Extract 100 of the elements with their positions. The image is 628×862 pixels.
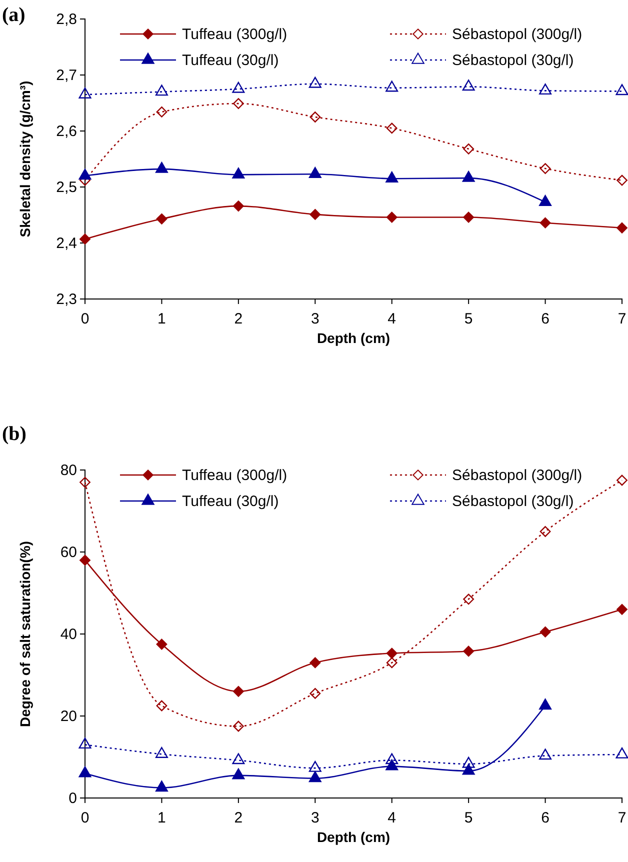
point — [386, 657, 398, 668]
legend-label: Sébastopol (30g/l) — [452, 493, 574, 510]
point — [463, 212, 474, 223]
point — [463, 143, 474, 154]
point — [78, 766, 92, 778]
x-tick-label: 2 — [234, 310, 243, 328]
x-tick-label: 3 — [310, 310, 320, 328]
point — [616, 174, 628, 186]
x-tick-label: 6 — [541, 810, 550, 826]
point — [463, 594, 474, 605]
point — [386, 759, 398, 770]
x-tick-label: 7 — [618, 310, 626, 328]
point — [540, 626, 551, 638]
point — [539, 195, 552, 206]
point — [78, 738, 92, 749]
y-tick-label: 2,6 — [56, 122, 77, 140]
y-tick-label: 2,7 — [56, 66, 77, 84]
y-tick-label: 80 — [60, 462, 77, 479]
point — [386, 80, 398, 92]
point — [155, 747, 168, 758]
x-tick-label: 6 — [541, 310, 550, 328]
point — [80, 476, 90, 488]
point — [156, 213, 168, 224]
x-axis-title: Depth (cm) — [316, 829, 390, 845]
y-tick-label: 2,8 — [56, 10, 77, 28]
point — [308, 771, 322, 782]
legend-label: Tuffeau (30g/l) — [182, 493, 279, 510]
point — [78, 87, 92, 98]
point — [156, 106, 168, 118]
point — [310, 112, 321, 122]
point — [78, 168, 92, 180]
point — [155, 84, 168, 96]
y-axis-title: Degree of salt saturation(%) — [17, 541, 33, 727]
point — [386, 122, 398, 134]
point — [386, 171, 398, 182]
point — [539, 84, 552, 95]
x-axis-title: Depth (cm) — [316, 330, 390, 346]
point — [540, 217, 551, 228]
point — [462, 170, 475, 182]
point — [616, 747, 628, 758]
x-tick-label: 1 — [158, 310, 166, 328]
point — [308, 76, 322, 88]
point — [232, 98, 244, 110]
x-tick-label: 1 — [158, 810, 166, 826]
legend-label: Sébastopol (300g/l) — [452, 26, 582, 43]
y-axis-title: Skeletal density (g/cm³) — [17, 80, 33, 238]
legend-label: Tuffeau (30g/l) — [182, 52, 279, 69]
x-tick-label: 0 — [80, 810, 90, 826]
x-tick-label: 2 — [234, 810, 243, 826]
point — [232, 768, 245, 780]
x-tick-label: 4 — [388, 810, 396, 826]
point — [308, 760, 322, 772]
point — [155, 780, 168, 792]
point — [232, 720, 244, 732]
legend-label: Sébastopol (300g/l) — [452, 467, 582, 484]
chart-title: (b) — [2, 423, 26, 445]
y-tick-label: 0 — [68, 790, 77, 807]
point — [462, 756, 475, 768]
point — [156, 638, 168, 650]
y-tick-label: 40 — [60, 626, 77, 643]
point — [616, 222, 628, 234]
point — [386, 648, 398, 659]
point — [540, 163, 551, 174]
point — [616, 84, 628, 96]
x-tick-label: 3 — [310, 810, 320, 826]
point — [386, 212, 398, 223]
point — [80, 234, 90, 245]
x-tick-label: 0 — [80, 310, 90, 328]
y-tick-label: 2,3 — [56, 290, 77, 308]
y-tick-label: 20 — [60, 708, 77, 725]
legend-label: Tuffeau (300g/l) — [182, 467, 288, 484]
point — [540, 526, 551, 537]
point — [386, 753, 398, 764]
point — [232, 200, 244, 212]
legend-label: Tuffeau (300g/l) — [182, 26, 288, 43]
chart-title: (a) — [2, 4, 26, 26]
point — [156, 700, 168, 712]
legend-label: Sébastopol (30g/l) — [452, 52, 574, 69]
point — [463, 646, 474, 657]
point — [232, 686, 244, 697]
point — [308, 167, 322, 178]
point — [232, 82, 245, 93]
point — [462, 80, 475, 91]
x-tick-label: 4 — [388, 310, 396, 328]
x-tick-label: 5 — [464, 810, 473, 826]
y-tick-label: 2,4 — [56, 234, 77, 252]
point — [310, 657, 321, 668]
point — [616, 474, 628, 486]
point — [310, 688, 321, 699]
point — [539, 748, 552, 760]
point — [616, 604, 628, 615]
point — [232, 168, 245, 179]
y-tick-label: 60 — [60, 544, 77, 561]
point — [155, 162, 168, 173]
point — [80, 554, 90, 566]
point — [462, 764, 475, 775]
x-tick-label: 5 — [464, 310, 473, 328]
point — [232, 753, 245, 764]
y-tick-label: 2,5 — [56, 178, 77, 196]
x-tick-label: 7 — [618, 810, 626, 826]
